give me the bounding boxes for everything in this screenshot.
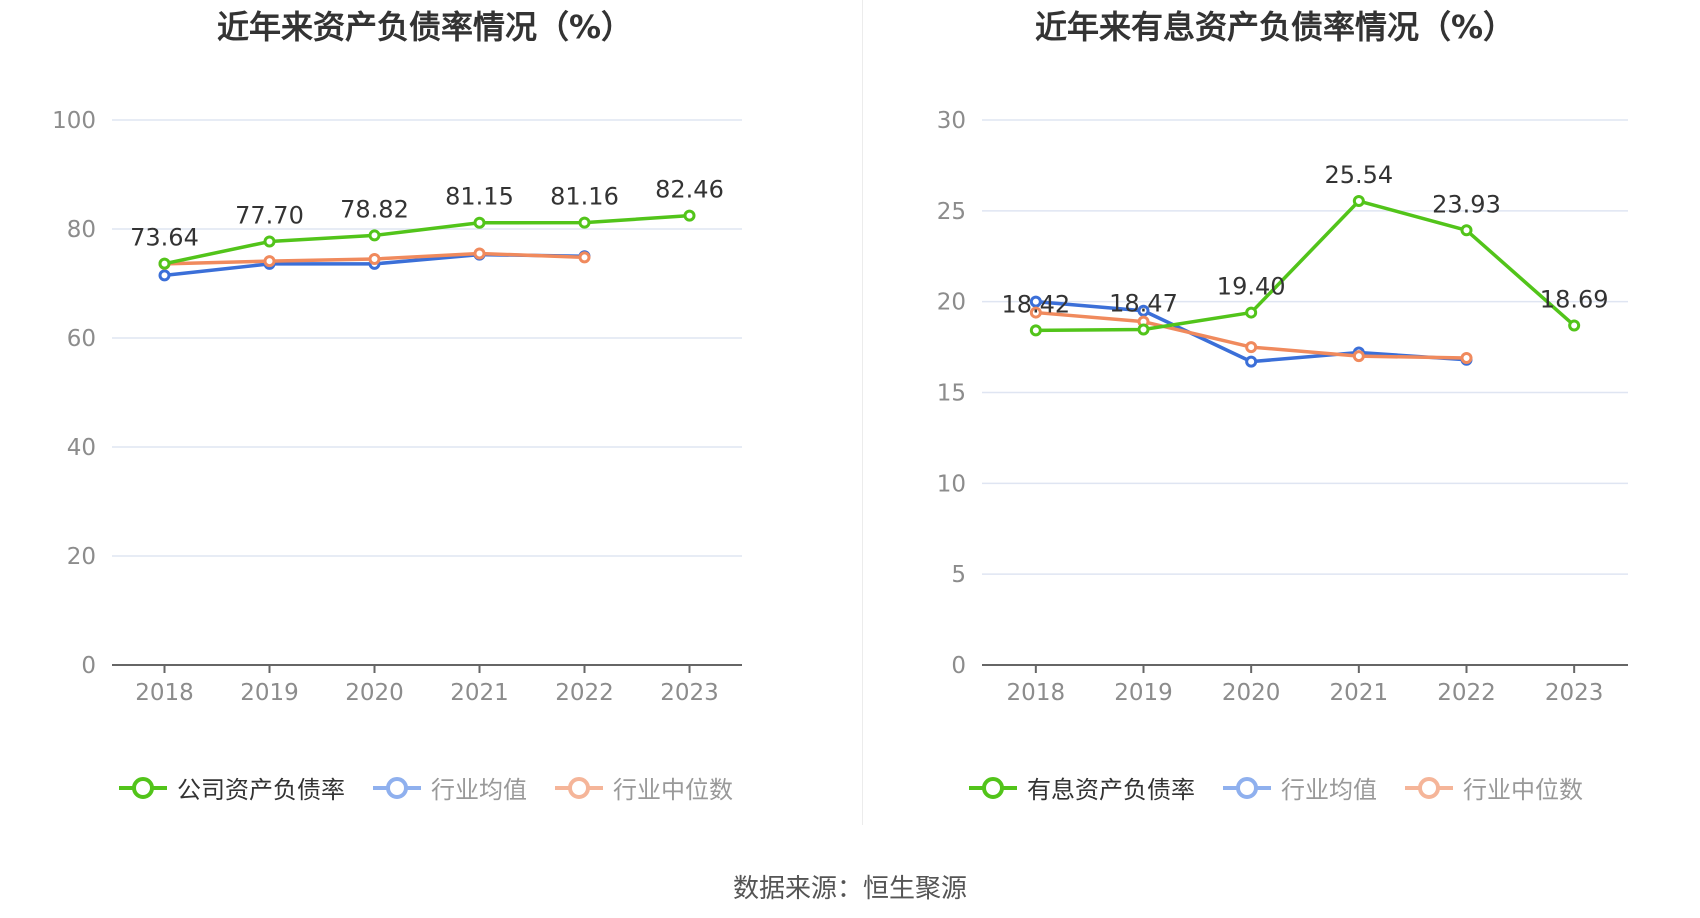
- legend-marker-icon: [969, 776, 1017, 799]
- legend-label: 行业均值: [1281, 776, 1377, 804]
- legend-marker-icon: [555, 776, 603, 799]
- data-point: [263, 235, 276, 248]
- data-label: 18.69: [1540, 285, 1609, 313]
- x-tick-label: 2022: [1437, 680, 1496, 706]
- data-point: [1137, 304, 1150, 317]
- chart-title: 近年来有息资产负债率情况（%）: [1034, 8, 1516, 46]
- data-point: [1029, 306, 1042, 319]
- y-tick-label: 80: [67, 217, 96, 243]
- x-tick-label: 2021: [450, 680, 509, 706]
- legend-label: 公司资产负债率: [177, 776, 345, 804]
- legend-label: 行业中位数: [1463, 776, 1583, 804]
- series-line: [164, 213, 690, 266]
- x-tick-label: 2022: [555, 680, 614, 706]
- x-tick-label: 2019: [1114, 680, 1173, 706]
- panel-divider: [862, 0, 863, 825]
- chart-legend: 有息资产负债率 行业均值 行业中位数: [850, 770, 1700, 805]
- data-label: 23.93: [1432, 190, 1501, 218]
- y-tick-label: 15: [937, 381, 966, 407]
- legend-marker-icon: [1223, 776, 1271, 799]
- x-tick-label: 2023: [660, 680, 719, 706]
- legend-marker-icon: [1405, 776, 1453, 799]
- data-point: [1568, 319, 1581, 332]
- data-point: [1352, 350, 1365, 363]
- data-point: [473, 247, 486, 260]
- asset-liability-ratio-chart: 0 20 40 60 80 100 2018 2019 2020 2021 2022 2023 73.6…: [52, 108, 742, 706]
- x-tick-label: 2018: [1007, 680, 1066, 706]
- y-tick-label: 40: [67, 435, 96, 461]
- data-label: 18.42: [1001, 290, 1070, 318]
- series-line: [1035, 199, 1576, 333]
- legend-item-industry-median[interactable]: 行业中位数: [553, 770, 733, 805]
- data-label: 25.54: [1324, 161, 1393, 189]
- legend-label: 有息资产负债率: [1027, 776, 1195, 804]
- x-tick-label: 2020: [1222, 680, 1281, 706]
- y-tick-label: 0: [81, 653, 96, 679]
- data-point: [368, 252, 381, 265]
- data-point: [1029, 295, 1042, 308]
- data-label: 82.46: [655, 176, 724, 204]
- x-tick-label: 2018: [135, 680, 194, 706]
- data-point: [578, 216, 591, 229]
- legend-item-industry-average[interactable]: 行业均值: [1221, 770, 1377, 805]
- data-point: [1029, 324, 1042, 337]
- left-chart-panel: 近年来资产负债率情况（%） 0 20 40 60 80 100 2018 2019 2020 20…: [0, 0, 850, 830]
- data-point: [1460, 351, 1473, 364]
- legend-label: 行业中位数: [613, 776, 733, 804]
- data-point: [1137, 323, 1150, 336]
- data-label: 18.47: [1109, 289, 1178, 317]
- legend-marker-icon: [373, 776, 421, 799]
- x-tick-label: 2019: [240, 680, 299, 706]
- data-point: [473, 216, 486, 229]
- data-point: [683, 209, 696, 222]
- data-point: [263, 255, 276, 268]
- interest-bearing-liability-ratio-chart: 0 5 10 15 20 25 30 2018 2019 2020 2021 2022 2023 18.4…: [937, 108, 1628, 706]
- right-chart-panel: 近年来有息资产负债率情况（%） 0 5 10 15 20 25 30 2018 2019 2020…: [850, 0, 1700, 830]
- data-point: [1245, 306, 1258, 319]
- y-tick-label: 20: [67, 544, 96, 570]
- data-point: [578, 251, 591, 264]
- data-point: [1245, 355, 1258, 368]
- y-tick-label: 100: [52, 108, 96, 134]
- data-point: [158, 257, 171, 270]
- data-label: 81.15: [445, 183, 514, 211]
- legend-item-industry-median[interactable]: 行业中位数: [1403, 770, 1583, 805]
- y-tick-label: 10: [937, 471, 966, 497]
- legend-item-company[interactable]: 有息资产负债率: [967, 770, 1195, 805]
- x-tick-label: 2021: [1330, 680, 1389, 706]
- legend-item-industry-average[interactable]: 行业均值: [371, 770, 527, 805]
- data-label: 81.16: [550, 183, 619, 211]
- chart-title: 近年来资产负债率情况（%）: [216, 8, 634, 46]
- data-point: [1245, 341, 1258, 354]
- y-tick-label: 5: [951, 562, 966, 588]
- chart-legend: 公司资产负债率 行业均值 行业中位数: [0, 770, 850, 805]
- y-tick-label: 25: [937, 199, 966, 225]
- legend-item-company[interactable]: 公司资产负债率: [117, 770, 345, 805]
- data-point: [368, 229, 381, 242]
- y-tick-label: 20: [937, 290, 966, 316]
- x-tick-label: 2020: [345, 680, 404, 706]
- y-tick-label: 30: [937, 108, 966, 134]
- y-tick-label: 0: [951, 653, 966, 679]
- data-label: 78.82: [340, 195, 409, 223]
- data-point: [1460, 224, 1473, 237]
- x-tick-label: 2023: [1545, 680, 1604, 706]
- data-label: 77.70: [235, 202, 304, 230]
- data-label: 19.40: [1217, 273, 1286, 301]
- legend-marker-icon: [119, 776, 167, 799]
- data-label: 73.64: [130, 224, 199, 252]
- y-tick-label: 60: [67, 326, 96, 352]
- data-point: [1352, 195, 1365, 208]
- data-source-note: 数据来源：恒生聚源: [732, 874, 967, 904]
- legend-label: 行业均值: [431, 776, 527, 804]
- data-point: [158, 269, 171, 282]
